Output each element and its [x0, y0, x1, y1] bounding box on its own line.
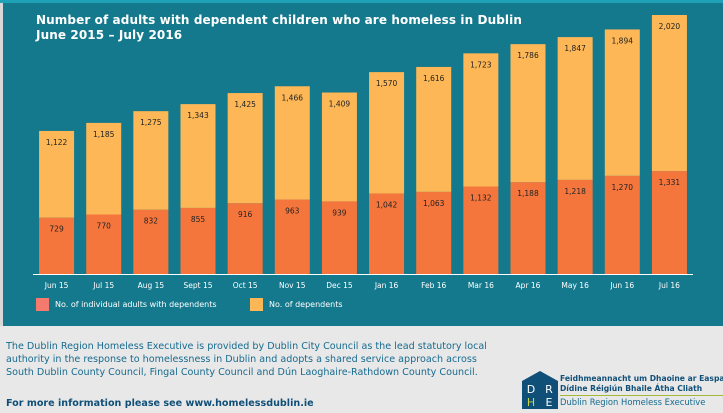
chart-title: Number of adults with dependent children… [36, 13, 522, 27]
bar-dependents-nov-15 [274, 86, 310, 200]
x-tick-jul-16: Jul 16 [658, 281, 680, 290]
label-dependents-apr-16: 1,786 [517, 51, 539, 60]
x-tick-apr-16: Apr 16 [516, 281, 541, 290]
chart-title-block: Number of adults with dependent children… [36, 13, 522, 43]
label-adults-jun-15: 729 [49, 225, 64, 234]
label-dependents-feb-16: 1,616 [423, 74, 445, 83]
bar-adults-jun-15 [39, 217, 75, 274]
logo-irish-line1: Feidhmeannacht um Dhaoine ar Easpa [560, 374, 723, 383]
drhe-house-icon: D R H E [522, 371, 558, 409]
label-dependents-may-16: 1,847 [564, 44, 586, 53]
label-adults-apr-16: 1,188 [517, 189, 539, 198]
bar-adults-oct-15 [227, 203, 263, 274]
label-adults-aug-15: 832 [144, 217, 159, 226]
label-dependents-jun-16: 1,894 [612, 36, 634, 45]
legend-swatch-adults [36, 298, 49, 311]
x-tick-jun-16: Jun 16 [609, 281, 634, 290]
bar-dependents-jul-16 [651, 15, 687, 172]
bar-adults-apr-16 [510, 182, 546, 274]
bar-dependents-jun-16 [604, 29, 640, 176]
label-adults-mar-16: 1,132 [470, 194, 492, 203]
top-accent-strip [0, 0, 723, 3]
bars-group: 729 1,122 770 1,185 832 1,275 855 1,343 916 1,425… [39, 15, 687, 274]
label-dependents-nov-15: 1,466 [282, 93, 304, 102]
bar-adults-jan-16 [369, 193, 405, 274]
label-dependents-dec-15: 1,409 [329, 100, 351, 109]
logo-letter-d: D [527, 383, 535, 396]
logo-letter-r: R [545, 383, 553, 396]
bar-adults-may-16 [557, 179, 593, 274]
label-dependents-jun-15: 1,122 [46, 138, 68, 147]
label-adults-jul-16: 1,331 [659, 178, 681, 187]
logo-english-name: Dublin Region Homeless Executive [560, 395, 723, 408]
x-tick-dec-15: Dec 15 [326, 281, 353, 290]
label-dependents-mar-16: 1,723 [470, 60, 492, 69]
bar-dependents-jan-16 [369, 72, 405, 194]
left-edge [0, 3, 3, 326]
x-tick-jul-15: Jul 15 [92, 281, 114, 290]
legend-label-adults: No. of individual adults with dependents [55, 300, 217, 309]
label-adults-nov-15: 963 [285, 207, 300, 216]
bar-adults-aug-15 [133, 209, 169, 274]
label-adults-jan-16: 1,042 [376, 200, 398, 209]
x-tick-oct-15: Oct 15 [233, 281, 258, 290]
chart-panel [3, 3, 723, 326]
label-dependents-oct-15: 1,425 [234, 100, 256, 109]
label-adults-feb-16: 1,063 [423, 199, 445, 208]
label-dependents-jul-16: 2,020 [659, 22, 681, 31]
x-tick-feb-16: Feb 16 [421, 281, 446, 290]
logo-letter-e: E [546, 396, 553, 409]
bar-dependents-dec-15 [321, 92, 357, 202]
x-tick-aug-15: Aug 15 [138, 281, 165, 290]
label-dependents-aug-15: 1,275 [140, 118, 162, 127]
label-adults-may-16: 1,218 [564, 187, 586, 196]
label-adults-jul-15: 770 [97, 221, 112, 230]
x-tick-labels: Jun 15 Jul 15 Aug 15 Sept 15 Oct 15 Nov 15 Dec… [44, 281, 680, 290]
bar-adults-nov-15 [274, 199, 310, 274]
bar-dependents-feb-16 [416, 66, 452, 192]
x-tick-sept-15: Sept 15 [183, 281, 212, 290]
legend-item-adults: No. of individual adults with dependents [36, 298, 217, 311]
bar-adults-mar-16 [463, 186, 499, 274]
label-adults-jun-16: 1,270 [612, 183, 634, 192]
bar-dependents-mar-16 [463, 53, 499, 187]
label-dependents-jul-15: 1,185 [93, 130, 115, 139]
x-tick-may-16: May 16 [561, 281, 589, 290]
label-adults-oct-15: 916 [238, 210, 253, 219]
drhe-logo: D R H E Feidhmeannacht um Dhaoine ar Eas… [520, 369, 723, 409]
bar-adults-jul-16 [651, 171, 687, 274]
legend-item-dependents: No. of dependents [250, 298, 343, 311]
bar-adults-jun-16 [604, 175, 640, 274]
footer-description: The Dublin Region Homeless Executive is … [6, 341, 487, 378]
bar-dependents-may-16 [557, 37, 593, 180]
x-tick-nov-15: Nov 15 [279, 281, 306, 290]
bar-adults-sept-15 [180, 207, 216, 274]
label-adults-sept-15: 855 [191, 215, 206, 224]
x-tick-mar-16: Mar 16 [468, 281, 494, 290]
bar-adults-feb-16 [416, 191, 452, 274]
label-dependents-sept-15: 1,343 [187, 111, 209, 120]
bar-adults-dec-15 [321, 201, 357, 274]
bar-dependents-jun-15 [39, 130, 75, 218]
label-dependents-jan-16: 1,570 [376, 79, 398, 88]
logo-irish-line2: Dídine Réigiún Bhaile Átha Cliath [560, 384, 703, 393]
stacked-bar-chart: 729 1,122 770 1,185 832 1,275 855 1,343 916 1,425… [33, 15, 693, 290]
bar-dependents-sept-15 [180, 104, 216, 208]
bar-dependents-jul-15 [86, 122, 122, 215]
bar-dependents-oct-15 [227, 93, 263, 204]
chart-subtitle: June 2015 – July 2016 [36, 28, 183, 42]
x-tick-jan-16: Jan 16 [374, 281, 399, 290]
logo-letter-h: H [527, 396, 535, 409]
legend-label-dependents: No. of dependents [269, 300, 343, 309]
bar-adults-jul-15 [86, 214, 122, 274]
bar-dependents-apr-16 [510, 44, 546, 183]
footer-more-info-link[interactable]: For more information please see www.home… [6, 398, 314, 409]
x-tick-jun-15: Jun 15 [44, 281, 69, 290]
bar-dependents-aug-15 [133, 111, 169, 210]
label-adults-dec-15: 939 [332, 208, 347, 217]
legend-swatch-dependents [250, 298, 263, 311]
